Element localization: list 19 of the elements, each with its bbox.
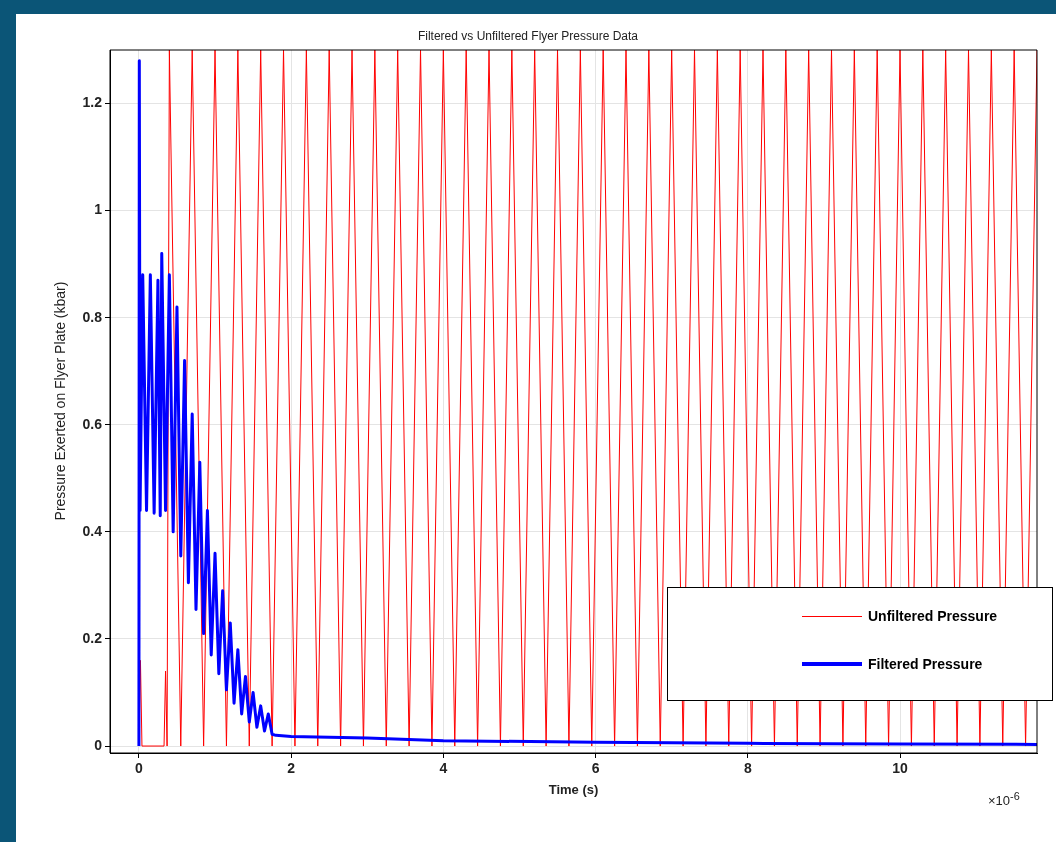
y-axis-title: Pressure Exerted on Flyer Plate (kbar): [52, 281, 68, 521]
y-tick-label: 0: [94, 736, 103, 753]
legend-label: Unfiltered Pressure: [868, 608, 998, 624]
y-tick-label: 1: [94, 201, 103, 218]
y-tick-label: 0.6: [82, 415, 103, 432]
x-tick-label: 0: [135, 760, 144, 777]
y-tick-label: 0.2: [82, 629, 103, 646]
legend-label: Filtered Pressure: [868, 656, 983, 672]
text: ×10$^{-6}$: [988, 790, 1020, 809]
x-tick-label: 2: [287, 760, 296, 777]
y-tick-label: 0.4: [82, 522, 103, 539]
x-tick-label: 6: [591, 760, 600, 777]
x-tick-label: 8: [743, 760, 752, 777]
x-tick-label: 10: [892, 760, 908, 777]
x-axis-title: Time (s): [548, 782, 599, 797]
chart-title: Filtered vs Unfiltered Flyer Pressure Data: [416, 29, 640, 43]
y-tick-label: 0.8: [82, 308, 103, 325]
y-tick-label: 1.2: [82, 94, 103, 111]
x-tick-label: 4: [439, 760, 448, 777]
